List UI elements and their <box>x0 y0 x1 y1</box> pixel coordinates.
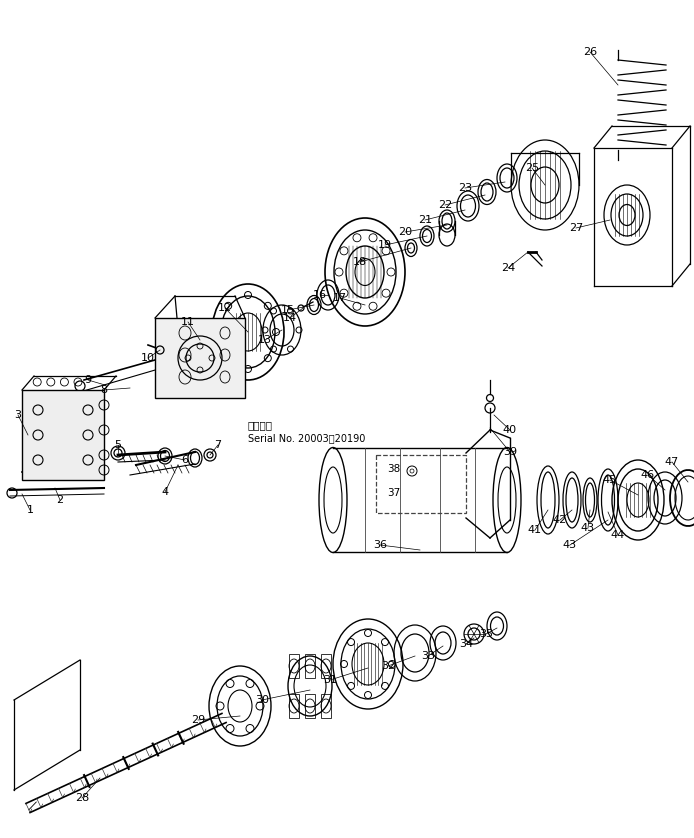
Text: 28: 28 <box>75 793 89 803</box>
Text: 11: 11 <box>181 317 195 327</box>
Bar <box>376 455 466 513</box>
Text: 適用号機: 適用号機 <box>248 420 273 430</box>
Text: 36: 36 <box>373 540 387 550</box>
Text: 44: 44 <box>611 530 625 540</box>
Text: 10: 10 <box>141 353 155 363</box>
Bar <box>289 654 299 678</box>
Text: 16: 16 <box>313 290 327 300</box>
Text: 43: 43 <box>581 523 595 533</box>
Text: 4: 4 <box>162 487 169 497</box>
Text: 45: 45 <box>603 475 617 485</box>
Text: 6: 6 <box>182 455 189 465</box>
Text: 20: 20 <box>398 227 412 237</box>
Text: 22: 22 <box>438 200 452 210</box>
Text: 25: 25 <box>525 163 539 173</box>
Text: 2: 2 <box>56 495 64 505</box>
Text: 35: 35 <box>479 629 493 639</box>
Text: 1: 1 <box>26 505 33 515</box>
Text: 34: 34 <box>459 639 473 649</box>
Text: 8: 8 <box>101 385 108 395</box>
Text: 18: 18 <box>353 257 367 267</box>
Text: 31: 31 <box>323 675 337 685</box>
Text: 12: 12 <box>218 303 232 313</box>
Text: 17: 17 <box>333 293 347 303</box>
Text: 23: 23 <box>458 183 472 193</box>
Text: 37: 37 <box>387 488 400 498</box>
Text: 42: 42 <box>553 515 567 525</box>
Text: 15: 15 <box>281 305 295 315</box>
Text: 47: 47 <box>665 457 679 467</box>
Text: 14: 14 <box>283 313 297 323</box>
Text: Serial No. 20003～20190: Serial No. 20003～20190 <box>248 433 365 443</box>
Text: 38: 38 <box>387 464 400 474</box>
Text: 30: 30 <box>255 695 269 705</box>
Text: 29: 29 <box>191 715 205 725</box>
Bar <box>321 654 331 678</box>
Text: 24: 24 <box>501 263 515 273</box>
Bar <box>22 390 104 480</box>
Text: 27: 27 <box>569 223 583 233</box>
Text: 9: 9 <box>85 375 92 385</box>
Text: 41: 41 <box>528 525 542 535</box>
Text: 13: 13 <box>258 335 272 345</box>
Text: 5: 5 <box>115 440 121 450</box>
Text: 46: 46 <box>641 470 655 480</box>
Text: 21: 21 <box>418 215 432 225</box>
Text: 39: 39 <box>503 447 517 457</box>
Text: 32: 32 <box>381 661 395 671</box>
Text: 43: 43 <box>563 540 577 550</box>
Text: 40: 40 <box>503 425 517 435</box>
Bar <box>155 318 245 398</box>
Text: 7: 7 <box>214 440 221 450</box>
Bar <box>289 694 299 718</box>
Bar <box>305 694 315 718</box>
Text: 26: 26 <box>583 47 597 57</box>
Text: 19: 19 <box>378 240 392 250</box>
Text: 33: 33 <box>421 651 435 661</box>
Text: 3: 3 <box>15 410 22 420</box>
Bar <box>321 694 331 718</box>
Bar <box>305 654 315 678</box>
